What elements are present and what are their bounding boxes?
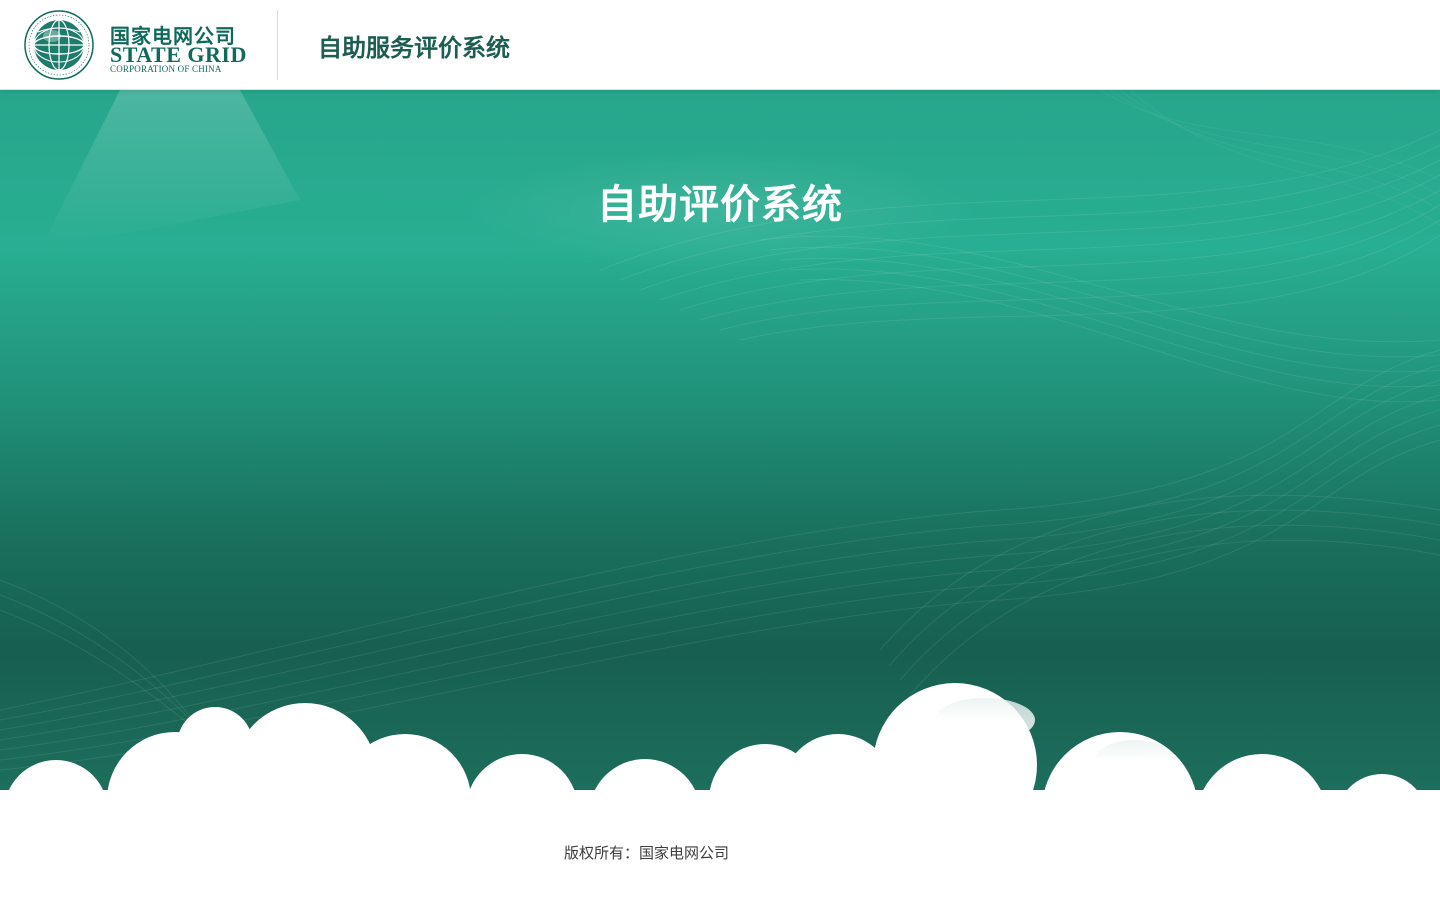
logo-cn-text: 国家电网公司 — [110, 24, 236, 48]
hero-wave-background — [0, 90, 1440, 771]
logo-en-subtext: CORPORATION OF CHINA — [110, 64, 222, 74]
hero-banner: 自助评价系统 — [0, 90, 1440, 810]
header-bar: 国家电网公司 STATE GRID CORPORATION OF CHINA 自… — [0, 0, 1440, 90]
logo-en-text: STATE GRID — [110, 42, 247, 67]
hero-title: 自助评价系统 — [597, 182, 843, 228]
cloud-divider — [0, 683, 1440, 900]
state-grid-globe-icon — [24, 10, 94, 80]
footer-copyright: 版权所有：国家电网公司 — [564, 844, 730, 862]
state-grid-logo[interactable]: 国家电网公司 STATE GRID CORPORATION OF CHINA — [24, 8, 246, 82]
header-title: 自助服务评价系统 — [318, 34, 510, 62]
header-divider — [277, 10, 278, 80]
